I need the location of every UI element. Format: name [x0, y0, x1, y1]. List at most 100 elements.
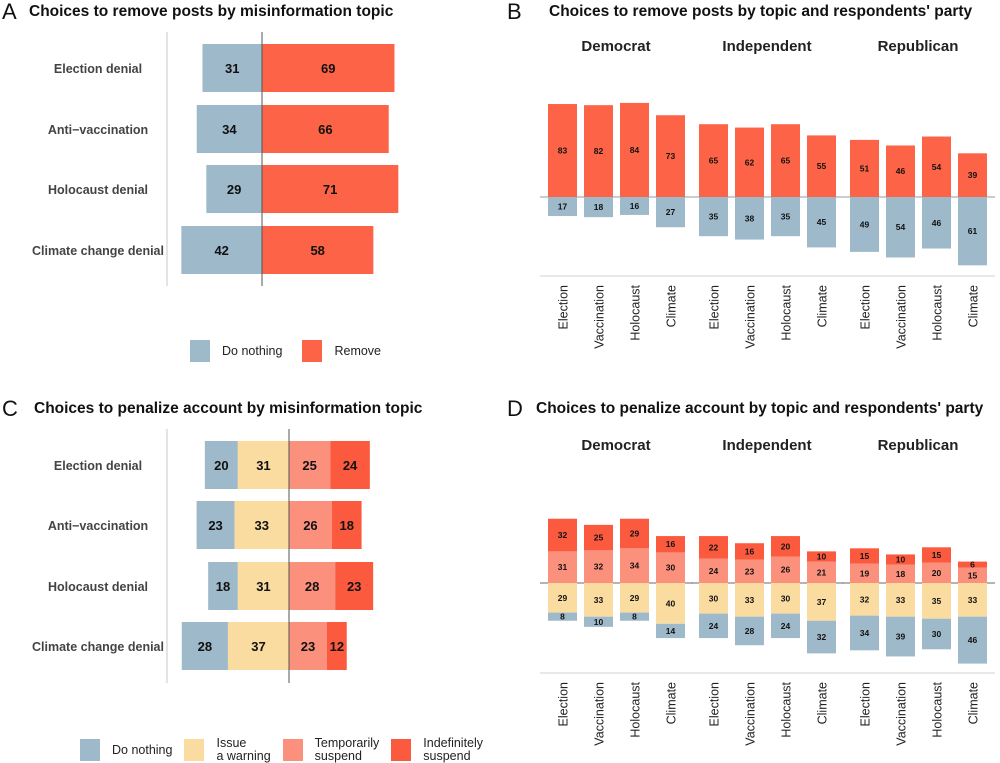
bar-d-indefinitely-suspend-independent-vaccination — [735, 543, 764, 560]
legend-swatch-issue-warning — [184, 739, 205, 761]
data-label-b-do-nothing-republican-holocaust: 46 — [932, 218, 942, 228]
tick-label-d-republican-election: Election — [859, 682, 873, 727]
bar-b-do-nothing-republican-climate — [958, 197, 987, 266]
data-label-a-remove-holocaust-denial: 71 — [323, 182, 337, 197]
bar-b-do-nothing-independent-climate — [807, 197, 836, 248]
data-label-b-remove-democrat-climate: 73 — [666, 151, 676, 161]
bar-b-remove-republican-election — [850, 139, 879, 197]
data-label-d-temporarily-suspend-republican-holocaust: 20 — [932, 568, 942, 578]
bar-b-remove-independent-holocaust — [771, 124, 800, 197]
panel-d-title: Choices to penalize account by topic and… — [536, 400, 984, 417]
data-label-d-issue-warning-democrat-election: 29 — [558, 593, 568, 603]
legend-label-issue-warning: Issue a warning — [216, 736, 271, 763]
data-label-c-issue-warning-election-denial: 31 — [256, 458, 270, 473]
data-label-a-remove-election-denial: 69 — [321, 61, 335, 76]
data-label-d-temporarily-suspend-democrat-election: 31 — [558, 562, 568, 572]
bar-d-temporarily-suspend-democrat-vaccination — [584, 550, 613, 583]
data-label-d-indefinitely-suspend-republican-holocaust: 15 — [932, 550, 942, 560]
bar-c-temporarily-suspend-climate-change-denial — [289, 622, 327, 670]
data-label-b-remove-independent-climate: 55 — [817, 161, 827, 171]
bar-b-remove-republican-climate — [958, 153, 987, 197]
bar-d-indefinitely-suspend-democrat-holocaust — [620, 518, 649, 549]
data-label-d-issue-warning-independent-vaccination: 33 — [745, 595, 755, 605]
data-label-c-temporarily-suspend-anti-vaccination: 26 — [303, 518, 317, 533]
data-label-a-remove-anti-vaccination: 66 — [318, 122, 332, 137]
legend-label-do-nothing-c: Do nothing — [112, 742, 173, 757]
data-label-d-issue-warning-republican-climate: 33 — [968, 595, 978, 605]
facet-label-independent-d: Independent — [722, 437, 812, 454]
facet-label-republican-b: Republican — [877, 38, 959, 55]
data-label-d-temporarily-suspend-republican-vaccination: 18 — [896, 569, 906, 579]
bar-a-remove-anti-vaccination — [262, 105, 389, 153]
data-label-b-do-nothing-independent-vaccination: 38 — [745, 213, 755, 223]
bar-d-issue-warning-republican-climate — [958, 583, 987, 617]
tick-label-b-democrat-climate: Climate — [665, 285, 679, 327]
bar-d-issue-warning-independent-election — [699, 583, 728, 614]
tick-label-b-democrat-holocaust: Holocaust — [629, 284, 643, 340]
data-label-d-issue-warning-republican-election: 32 — [860, 594, 870, 604]
data-label-c-issue-warning-climate-change-denial: 37 — [251, 639, 265, 654]
tick-label-d-republican-vaccination: Vaccination — [895, 682, 909, 746]
data-label-d-temporarily-suspend-independent-vaccination: 23 — [745, 566, 755, 576]
bar-d-indefinitely-suspend-democrat-vaccination — [584, 524, 613, 551]
data-label-a-remove-climate-change-denial: 58 — [310, 243, 324, 258]
bar-d-issue-warning-republican-vaccination — [886, 583, 915, 617]
data-label-b-remove-independent-holocaust: 65 — [781, 156, 791, 166]
bar-d-do-nothing-independent-holocaust — [771, 613, 800, 639]
data-label-d-indefinitely-suspend-independent-vaccination: 16 — [745, 546, 755, 556]
category-label-c-holocaust-denial: Holocaust denial — [48, 580, 148, 594]
category-label-c-election-denial: Election denial — [54, 459, 142, 473]
data-label-b-do-nothing-independent-election: 35 — [709, 212, 719, 222]
bar-d-temporarily-suspend-independent-election — [699, 558, 728, 583]
bar-b-do-nothing-democrat-election — [548, 197, 577, 217]
bar-b-do-nothing-republican-vaccination — [886, 197, 915, 258]
data-label-c-indefinitely-suspend-holocaust-denial: 23 — [347, 579, 361, 594]
tick-label-b-democrat-election: Election — [557, 285, 571, 330]
bar-c-do-nothing-climate-change-denial — [181, 622, 228, 670]
data-label-a-do-nothing-election-denial: 31 — [225, 61, 239, 76]
bar-d-temporarily-suspend-democrat-holocaust — [620, 548, 649, 583]
data-label-b-do-nothing-independent-holocaust: 35 — [781, 212, 791, 222]
category-label-c-anti-vaccination: Anti−vaccination — [48, 519, 148, 533]
panel-a-letter: A — [2, 0, 17, 24]
bar-d-indefinitely-suspend-republican-election — [850, 548, 879, 564]
data-label-b-remove-independent-election: 65 — [709, 156, 719, 166]
bar-b-do-nothing-republican-holocaust — [922, 197, 951, 249]
data-label-b-do-nothing-republican-election: 49 — [860, 219, 870, 229]
bar-d-do-nothing-republican-holocaust — [922, 618, 951, 650]
bar-d-temporarily-suspend-republican-election — [850, 563, 879, 583]
facet-label-independent-b: Independent — [722, 38, 812, 55]
tick-label-d-republican-climate: Climate — [967, 682, 981, 724]
bar-d-indefinitely-suspend-independent-climate — [807, 551, 836, 562]
data-label-d-indefinitely-suspend-democrat-vaccination: 25 — [594, 533, 604, 543]
bar-a-remove-climate-change-denial — [262, 226, 374, 274]
tick-label-d-democrat-vaccination: Vaccination — [593, 682, 607, 746]
data-label-d-do-nothing-independent-vaccination: 28 — [745, 626, 755, 636]
legend-label-temporarily-suspend: Temporarily suspend — [314, 736, 380, 763]
bar-d-temporarily-suspend-democrat-election — [548, 551, 577, 583]
data-label-d-do-nothing-democrat-climate: 14 — [666, 626, 676, 636]
bar-c-issue-warning-climate-change-denial — [227, 622, 289, 670]
bar-c-indefinitely-suspend-holocaust-denial — [335, 562, 374, 610]
data-label-d-do-nothing-democrat-holocaust: 8 — [632, 612, 637, 622]
bar-c-do-nothing-holocaust-denial — [208, 562, 238, 610]
data-label-d-temporarily-suspend-independent-holocaust: 26 — [781, 565, 791, 575]
bar-c-indefinitely-suspend-election-denial — [330, 441, 370, 489]
data-label-a-do-nothing-climate-change-denial: 42 — [214, 243, 228, 258]
legend-swatch-indefinitely-suspend — [391, 739, 412, 761]
bar-d-issue-warning-democrat-climate — [656, 583, 685, 624]
data-label-c-temporarily-suspend-climate-change-denial: 23 — [301, 639, 315, 654]
bar-d-do-nothing-republican-election — [850, 615, 879, 651]
data-label-c-indefinitely-suspend-election-denial: 24 — [343, 458, 358, 473]
data-label-d-issue-warning-republican-vaccination: 33 — [896, 595, 906, 605]
bar-b-remove-independent-election — [699, 124, 728, 197]
bar-d-indefinitely-suspend-independent-election — [699, 536, 728, 559]
data-label-d-indefinitely-suspend-republican-election: 15 — [860, 551, 870, 561]
data-label-d-temporarily-suspend-democrat-vaccination: 32 — [594, 562, 604, 572]
category-label-a-election-denial: Election denial — [54, 62, 142, 76]
bar-d-temporarily-suspend-independent-holocaust — [771, 556, 800, 583]
data-label-c-do-nothing-climate-change-denial: 28 — [198, 639, 212, 654]
data-label-c-do-nothing-election-denial: 20 — [214, 458, 228, 473]
bar-b-do-nothing-democrat-climate — [656, 197, 685, 228]
data-label-c-do-nothing-anti-vaccination: 23 — [208, 518, 222, 533]
